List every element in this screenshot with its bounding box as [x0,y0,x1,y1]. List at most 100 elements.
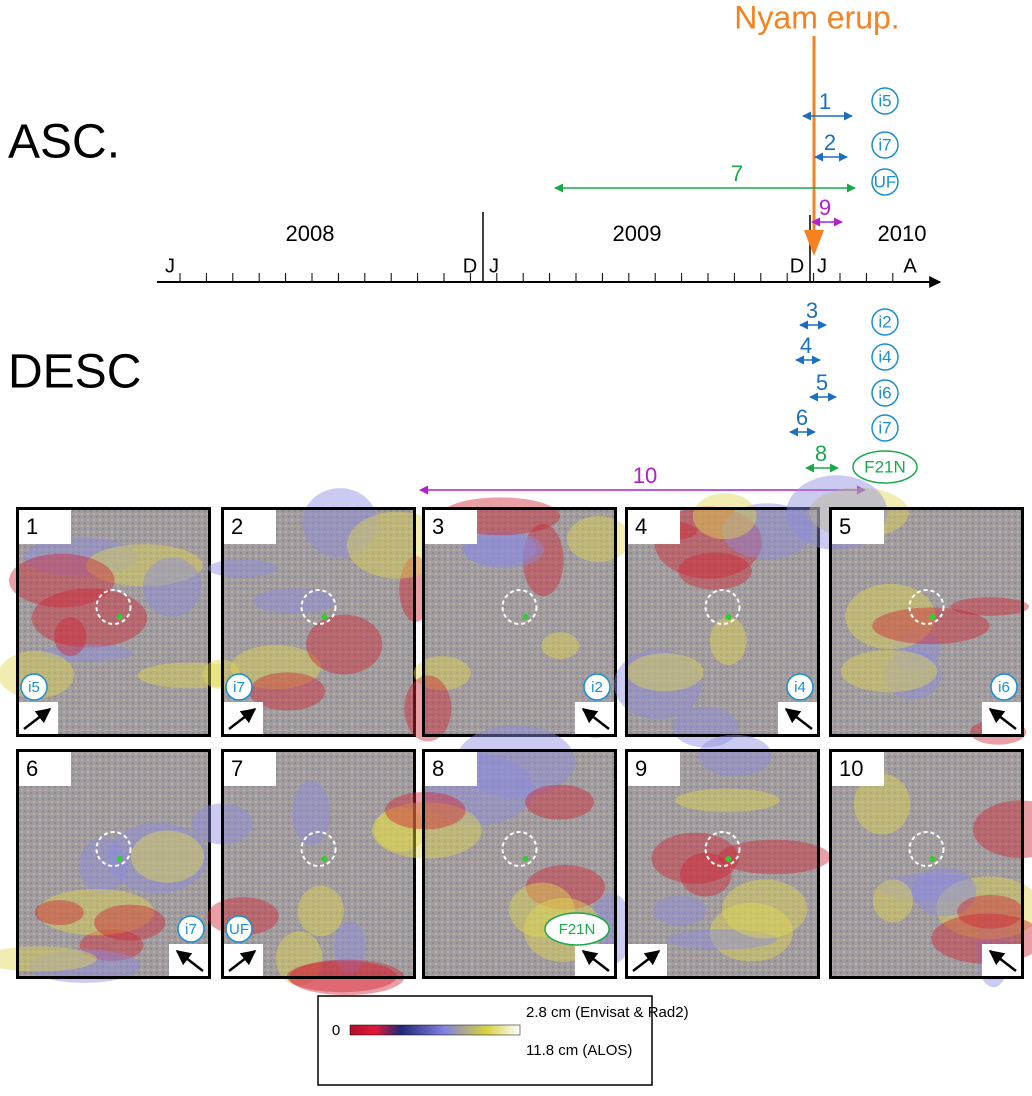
fringe-patch [86,544,203,587]
fringe-patch [0,946,97,972]
fringe-patch [973,800,1032,858]
look-arrow [581,950,610,972]
month-label: D [790,255,804,277]
fringe-patch [654,506,763,579]
look-arrow [175,950,204,972]
fringe-patch [404,675,452,742]
month-label: J [165,255,175,277]
fringe-patch [709,616,747,665]
panel-number-box [224,510,276,544]
fringe-patch [292,781,331,846]
fringe-patch [652,895,707,926]
fringe-patch [275,931,323,986]
panel-number-box [628,510,680,544]
fringe-patch [522,524,564,597]
track-badge [990,673,1018,701]
fringe-patch [709,902,793,962]
fringe-patch [461,532,537,566]
month-label: J [817,255,827,277]
fringe-patch [333,921,366,974]
track-label: F21N [559,921,596,938]
fringe-patch [40,644,134,662]
fringe-patch [297,885,344,937]
panel-image [221,507,416,737]
fringe-patch [950,597,1029,616]
crater-outline [95,831,132,867]
crater-outline [908,831,945,867]
panel-frame [221,749,416,979]
interval-label: 10 [633,463,657,488]
track-badge [871,168,899,196]
panel-image [625,507,820,737]
panel-frame [16,749,211,979]
crater-outline [908,589,945,625]
fringe-patch [891,630,941,671]
colorbar-min: 0 [332,1022,340,1039]
interferogram-panel: 7 UF [191,749,427,996]
panel-image [625,749,820,979]
fringe-patch [231,645,321,690]
vent-marker [321,614,328,620]
fringe-patch [936,876,1032,940]
interval-label: 4 [800,333,812,358]
year-label: 2008 [286,221,335,246]
panel-number: 5 [839,514,851,539]
panel-number: 3 [432,514,444,539]
track-label: UF [874,172,897,191]
fringe-patch [371,802,482,859]
look-arrow [228,950,257,972]
fringe-patch [872,607,990,645]
eruption-label: Nyam erup. [734,0,899,35]
crater-outline [704,831,741,867]
vent-marker [321,856,328,862]
eruption-arrowhead [804,230,824,256]
fringe-patch [28,949,141,983]
track-badge [583,673,611,701]
panel-image [16,507,211,737]
interval-label: 9 [819,195,831,220]
interval-label: 6 [796,405,808,430]
fringe-patch [142,557,202,617]
fringe-patch [54,617,87,657]
fringe-patch [853,773,911,835]
vent-marker [116,856,123,862]
track-label: i7 [185,921,197,938]
panel-frame [625,507,820,737]
fringe-patch [912,867,977,917]
fringe-patch [79,929,144,961]
fringe-patch [692,493,757,540]
colorbar-label: 2.8 cm (Envisat & Rad2) [526,1004,689,1021]
panel-frame [625,749,820,979]
interval-label: 1 [819,89,831,114]
panel-frame [16,507,211,737]
fringe-patch [614,649,702,720]
year-label: 2009 [613,221,662,246]
panel-number-box [425,510,477,544]
panel-number: 8 [432,756,444,781]
fringe-patch [722,503,813,560]
fringe-patch [94,904,166,941]
fringe-patch [130,830,205,883]
panel-number: 7 [231,756,243,781]
panel-frame [829,749,1024,979]
panel-number: 2 [231,514,243,539]
track-label: i5 [28,679,40,696]
fringe-patch [840,649,938,693]
interferogram-panel: 1 i5 [0,507,246,737]
month-label: J [489,255,499,277]
fringe-patch [107,822,208,894]
track-label: i6 [998,679,1010,696]
interval-label: 5 [816,370,828,395]
fringe-patch [872,879,914,923]
track-badge [225,915,253,943]
track-badge [871,379,899,407]
panel-number-box [19,752,71,786]
crater-outline [704,589,741,625]
panel-image [221,749,416,979]
track-badge [871,308,899,336]
track-label: i7 [878,418,891,437]
track-badge [177,915,205,943]
panel-number: 1 [26,514,38,539]
fringe-patch [413,656,471,691]
fringe-patch [137,662,246,689]
